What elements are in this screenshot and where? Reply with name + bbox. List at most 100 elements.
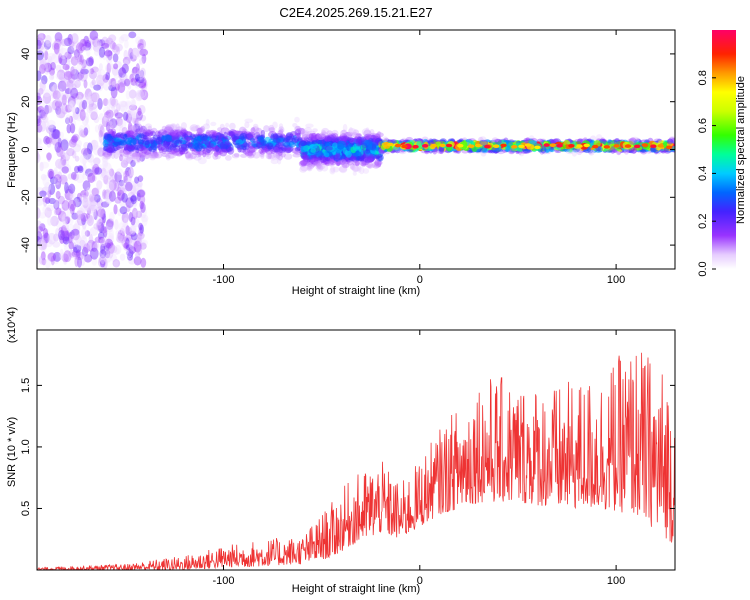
spectrogram-cell bbox=[133, 66, 139, 78]
spectrogram-cell bbox=[81, 246, 89, 257]
colorbar-gradient bbox=[712, 30, 736, 269]
spectrogram-cell bbox=[51, 91, 58, 100]
spectrogram-cell bbox=[47, 55, 53, 66]
spectrogram-cell bbox=[136, 76, 145, 84]
spectrogram-cell bbox=[41, 107, 48, 118]
spectrogram-cell bbox=[294, 129, 302, 136]
spectrogram-cell bbox=[116, 103, 121, 112]
spectrogram-cell bbox=[88, 234, 94, 246]
spectrogram-cell bbox=[158, 147, 164, 154]
spectrogram-cell bbox=[55, 190, 61, 200]
spectrogram-cell bbox=[345, 150, 352, 158]
spectrogram-cell bbox=[132, 238, 140, 250]
spectrogram-cell bbox=[62, 229, 67, 238]
spectrogram-cell bbox=[361, 161, 367, 167]
spectrogram-cell bbox=[331, 129, 339, 138]
spectrogram-cell bbox=[52, 129, 61, 140]
spectrogram-cell bbox=[184, 136, 193, 142]
spectrogram-cell bbox=[59, 248, 64, 261]
spectrogram-cell bbox=[59, 233, 65, 244]
spectrogram-cell bbox=[78, 125, 86, 135]
spectrogram-cell bbox=[61, 253, 69, 263]
spectrogram-cell bbox=[91, 241, 98, 252]
spectrogram-cell bbox=[131, 152, 141, 160]
spectrogram-cell bbox=[219, 149, 228, 157]
spectrogram-cell bbox=[395, 148, 404, 153]
spectrogram-cell bbox=[308, 161, 315, 169]
spectrogram-cell bbox=[307, 130, 316, 135]
spectrogram-cell bbox=[145, 131, 154, 137]
spectrogram-cell bbox=[114, 244, 122, 255]
spectrogram-cell bbox=[81, 115, 89, 126]
spectrogram-cell bbox=[137, 38, 147, 50]
spectrogram-cell bbox=[115, 61, 122, 68]
spectrogram-cell bbox=[350, 164, 355, 170]
spectrogram-ridge-cell bbox=[484, 144, 491, 149]
spectrogram-cell bbox=[64, 229, 70, 242]
spectrogram-cell bbox=[60, 139, 69, 152]
spectrogram-cell bbox=[43, 62, 53, 73]
spectrogram-cell bbox=[108, 146, 116, 153]
spectrogram-cell bbox=[58, 210, 67, 222]
spectrogram-cell bbox=[239, 148, 247, 153]
spectrogram-cell bbox=[139, 114, 147, 122]
spectrogram-cell bbox=[268, 127, 276, 133]
spectrogram-cell bbox=[180, 129, 187, 138]
spectrogram-cell bbox=[121, 127, 128, 135]
spectrogram-y-tick-label: 0 bbox=[20, 146, 32, 152]
spectrogram-cell bbox=[127, 227, 133, 237]
spectrogram-cell bbox=[65, 114, 72, 125]
spectrogram-cell bbox=[271, 146, 280, 153]
spectrogram-cell bbox=[37, 150, 40, 160]
spectrogram-cell bbox=[37, 124, 43, 133]
spectrogram-cell bbox=[81, 218, 87, 230]
spectrogram-cell bbox=[76, 192, 82, 203]
spectrogram-cell bbox=[140, 214, 149, 223]
spectrogram-cell bbox=[124, 170, 130, 177]
spectrogram-cell bbox=[118, 119, 124, 129]
spectrogram-ridge-cell bbox=[603, 145, 610, 149]
spectrogram-cell bbox=[139, 89, 146, 97]
spectrogram-cell bbox=[142, 85, 148, 93]
spectrogram-cell bbox=[136, 50, 144, 58]
spectrogram-cell bbox=[363, 153, 369, 161]
spectrogram-cell bbox=[136, 234, 142, 246]
spectrogram-cell bbox=[68, 100, 75, 112]
spectrogram-cell bbox=[57, 103, 63, 115]
spectrogram-cell bbox=[61, 166, 69, 174]
spectrogram-cell bbox=[143, 152, 151, 159]
spectrogram-cell bbox=[53, 38, 62, 47]
spectrogram-cell bbox=[136, 245, 143, 256]
spectrogram-cell bbox=[67, 217, 74, 225]
spectrogram-cell bbox=[111, 180, 119, 190]
spectrogram-cell bbox=[70, 87, 79, 99]
spectrogram-cell bbox=[61, 217, 67, 224]
spectrogram-cell bbox=[270, 133, 275, 141]
spectrogram-cell bbox=[173, 148, 180, 153]
spectrogram-cell bbox=[272, 137, 281, 143]
spectrogram-cell bbox=[112, 140, 122, 146]
spectrogram-cell bbox=[86, 142, 93, 155]
spectrogram-cell bbox=[105, 219, 114, 231]
spectrogram-cell bbox=[306, 159, 314, 166]
spectrogram-cell bbox=[83, 141, 90, 150]
spectrogram-cell bbox=[85, 57, 94, 67]
spectrogram-cell bbox=[98, 52, 104, 60]
spectrogram-cell bbox=[68, 183, 76, 194]
spectrogram-cell bbox=[124, 100, 132, 107]
spectrogram-cell bbox=[214, 134, 219, 142]
spectrogram-cell bbox=[86, 68, 92, 77]
spectrogram-cell bbox=[666, 138, 674, 145]
spectrogram-cell bbox=[75, 107, 80, 115]
spectrogram-cell bbox=[118, 100, 128, 108]
spectrogram-ridge-cell bbox=[657, 144, 664, 148]
spectrogram-cell bbox=[187, 142, 193, 148]
spectrogram-cell bbox=[58, 43, 64, 56]
spectrogram-cell bbox=[340, 135, 350, 142]
spectrogram-cell bbox=[158, 129, 167, 136]
spectrogram-cell bbox=[175, 150, 183, 157]
spectrogram-cell bbox=[139, 242, 147, 250]
spectrogram-cell bbox=[121, 193, 128, 203]
spectrogram-cell bbox=[55, 228, 60, 237]
spectrogram-cell bbox=[316, 164, 324, 172]
